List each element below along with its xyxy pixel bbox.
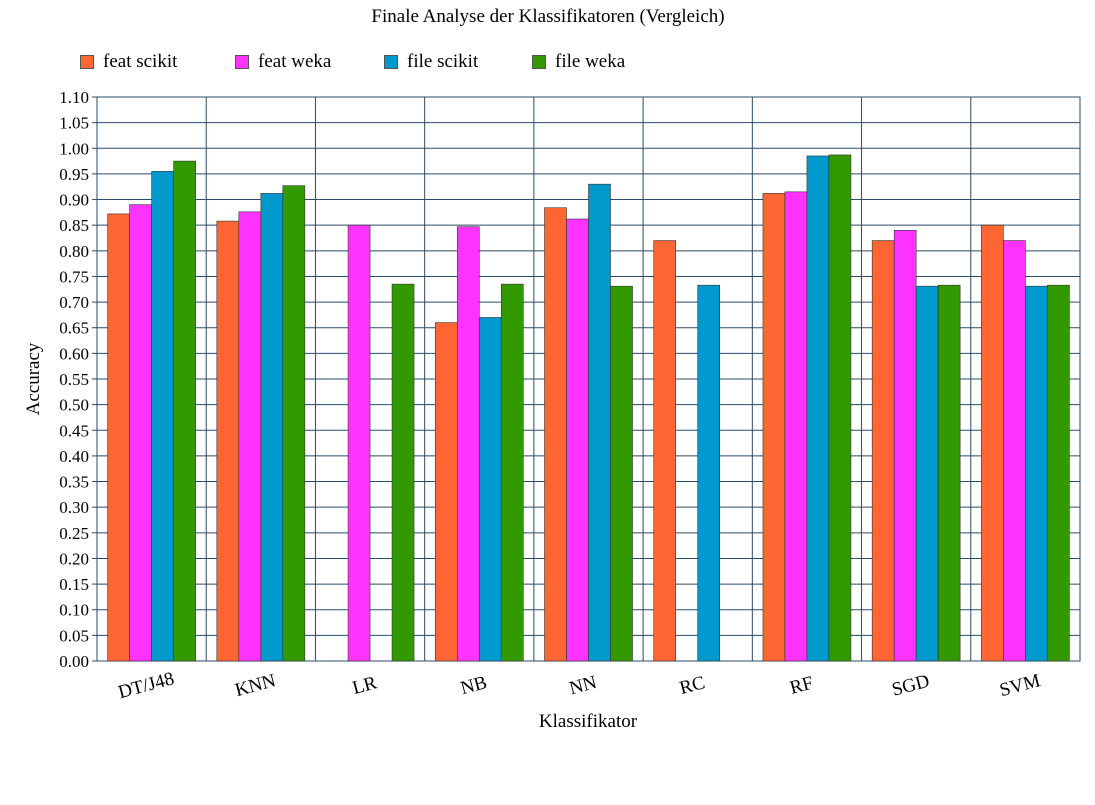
x-axis-ticks: DT/J48 KNN LR NB NN RC RF SGD SVM xyxy=(116,668,1043,703)
y-tick-label: 0.05 xyxy=(59,626,89,645)
y-axis-label: Accuracy xyxy=(23,342,44,415)
legend-label: feat scikit xyxy=(103,51,178,72)
bar-feat-scikit-SGD xyxy=(871,240,895,662)
x-tick-label: SVM xyxy=(997,670,1042,701)
y-tick-label: 1.10 xyxy=(59,88,89,107)
bar-file-scikit-SGD xyxy=(915,285,939,662)
bar-file-weka-DT-J48 xyxy=(173,160,196,662)
chart-title: Finale Analyse der Klassifikatoren (Verg… xyxy=(371,6,724,27)
y-tick-label: 0.20 xyxy=(59,549,89,568)
y-tick-label: 0.70 xyxy=(59,293,89,312)
x-tick-label: LR xyxy=(350,672,379,699)
x-axis-label: Klassifikator xyxy=(539,711,638,732)
y-tick-label: 0.65 xyxy=(59,319,89,338)
bar-file-weka-RF xyxy=(828,154,852,662)
legend-swatch xyxy=(384,55,398,69)
y-tick-label: 0.55 xyxy=(59,370,89,389)
bar-file-scikit-DT-J48 xyxy=(151,171,174,662)
legend-swatch xyxy=(532,55,546,69)
bar-feat-scikit-RC xyxy=(653,240,677,662)
bar-file-scikit-NN xyxy=(588,183,611,662)
legend-item-feat-scikit: feat scikit xyxy=(80,51,235,73)
bar-file-scikit-RF xyxy=(806,155,830,662)
bar-feat-scikit-RF xyxy=(762,193,786,662)
bar-feat-weka-KNN xyxy=(238,211,262,662)
bar-feat-weka-SGD xyxy=(893,230,917,662)
legend-item-file-weka: file weka xyxy=(532,51,625,73)
bar-file-scikit-SVM xyxy=(1025,285,1048,662)
bar-feat-weka-NN xyxy=(566,218,589,662)
x-tick-label: SGD xyxy=(890,671,932,701)
y-tick-label: 0.35 xyxy=(59,473,89,492)
bar-feat-scikit-NB xyxy=(434,322,458,662)
bar-file-weka-NN xyxy=(610,285,633,662)
bar-feat-scikit-SVM xyxy=(981,224,1004,662)
y-tick-label: 1.00 xyxy=(59,139,89,158)
legend-label: file scikit xyxy=(407,51,479,72)
x-tick-label: DT/J48 xyxy=(116,668,176,703)
legend-item-file-scikit: file scikit xyxy=(384,51,532,73)
x-tick-label: NB xyxy=(458,672,489,699)
y-tick-label: 0.10 xyxy=(59,601,89,620)
x-tick-label: RC xyxy=(677,672,707,699)
bar-file-weka-SVM xyxy=(1047,284,1070,662)
bar-file-weka-NB xyxy=(500,283,524,662)
y-axis-ticks: 0.00 0.05 0.10 0.15 0.20 0.25 0.30 0.35 0.40 0.45… xyxy=(59,88,97,671)
bar-file-scikit-KNN xyxy=(260,193,284,662)
bar-feat-weka-LR xyxy=(347,224,371,662)
bar-feat-weka-DT-J48 xyxy=(129,204,152,662)
y-tick-label: 0.50 xyxy=(59,396,89,415)
legend-swatch xyxy=(80,55,94,69)
y-tick-label: 0.40 xyxy=(59,447,89,466)
bar-feat-scikit-DT-J48 xyxy=(107,213,130,662)
y-tick-label: 0.75 xyxy=(59,267,89,286)
bars xyxy=(107,154,1070,662)
bar-feat-weka-SVM xyxy=(1003,240,1026,662)
y-tick-label: 0.00 xyxy=(59,652,89,671)
y-tick-label: 0.95 xyxy=(59,165,89,184)
y-tick-label: 0.45 xyxy=(59,421,89,440)
bar-feat-scikit-NN xyxy=(544,207,567,662)
y-tick-label: 0.15 xyxy=(59,575,89,594)
legend: feat scikit feat weka file scikit file w… xyxy=(80,51,625,73)
y-tick-label: 1.05 xyxy=(59,114,89,133)
y-tick-label: 0.25 xyxy=(59,524,89,543)
bar-feat-scikit-KNN xyxy=(216,220,240,662)
x-tick-label: KNN xyxy=(233,670,278,701)
y-tick-label: 0.80 xyxy=(59,242,89,261)
y-tick-label: 0.85 xyxy=(59,216,89,235)
x-tick-label: RF xyxy=(788,673,816,699)
bar-file-weka-LR xyxy=(391,283,415,662)
bar-file-weka-KNN xyxy=(282,185,306,662)
legend-label: file weka xyxy=(555,51,626,72)
bar-feat-weka-RF xyxy=(784,191,808,662)
y-tick-label: 0.90 xyxy=(59,191,89,210)
bar-file-scikit-NB xyxy=(478,317,502,662)
bar-feat-weka-NB xyxy=(456,226,480,662)
bar-file-scikit-RC xyxy=(697,284,721,662)
y-tick-label: 0.60 xyxy=(59,344,89,363)
legend-label: feat weka xyxy=(258,51,332,72)
bar-file-weka-SGD xyxy=(937,284,961,662)
legend-item-feat-weka: feat weka xyxy=(235,51,384,73)
legend-swatch xyxy=(235,55,249,69)
x-tick-label: NN xyxy=(567,672,599,699)
y-tick-label: 0.30 xyxy=(59,498,89,517)
